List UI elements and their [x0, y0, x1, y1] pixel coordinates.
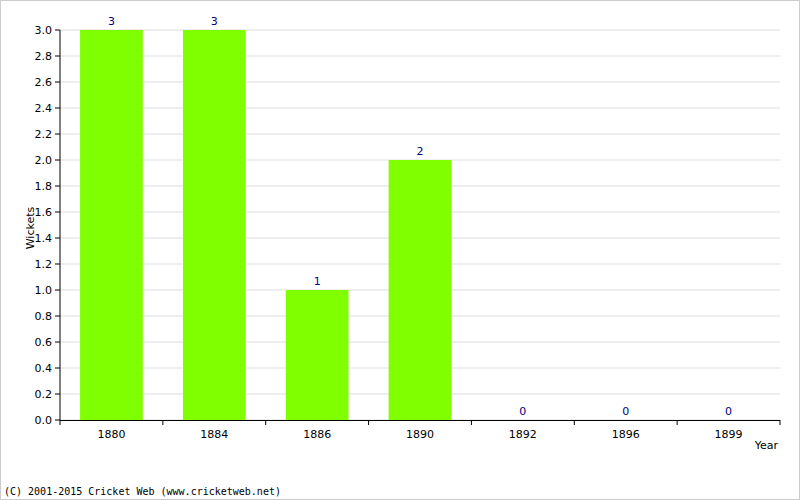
- background: [1, 1, 800, 500]
- x-tick: [471, 420, 472, 425]
- grid-line: [60, 134, 780, 135]
- data-label: 0: [622, 405, 629, 418]
- y-tick: [55, 342, 60, 343]
- x-tick-label: 1890: [406, 428, 434, 441]
- y-tick: [55, 316, 60, 317]
- data-label: 0: [725, 405, 732, 418]
- y-tick: [55, 30, 60, 31]
- y-tick-label: 2.4: [35, 102, 53, 115]
- y-tick: [55, 420, 60, 421]
- y-tick-label: 1.4: [35, 232, 53, 245]
- y-tick-label: 3.0: [35, 24, 53, 37]
- bars: [80, 30, 451, 420]
- y-tick-label: 2.0: [35, 154, 53, 167]
- grid-line: [60, 82, 780, 83]
- y-tick-label: 2.6: [35, 76, 53, 89]
- bar: [183, 30, 246, 420]
- data-label: 1: [314, 275, 321, 288]
- bar: [697, 420, 760, 421]
- x-tick-label: 1880: [97, 428, 125, 441]
- y-axis: [60, 30, 61, 420]
- y-tick: [55, 56, 60, 57]
- x-tick: [780, 420, 781, 425]
- x-tick-label: 1899: [715, 428, 743, 441]
- y-tick: [55, 108, 60, 109]
- x-tick: [677, 420, 678, 425]
- x-tick: [368, 420, 369, 425]
- y-tick-label: 0.4: [35, 362, 53, 375]
- y-tick: [55, 186, 60, 187]
- chart: 0.0 0.2 0.4 0.6 0.8 1.0 1.2 1.4 1.6 1.8 2.0 2.2 2.4 2…: [0, 0, 800, 500]
- y-tick: [55, 82, 60, 83]
- y-axis-label: Wickets: [24, 206, 37, 249]
- x-tick: [574, 420, 575, 425]
- y-tick-label: 1.6: [35, 206, 53, 219]
- y-tick-label: 0.6: [35, 336, 53, 349]
- copyright: (C) 2001-2015 Cricket Web (www.cricketwe…: [4, 486, 281, 497]
- y-tick-label: 0.2: [35, 388, 53, 401]
- x-tick: [60, 420, 61, 425]
- x-tick-label: 1884: [200, 428, 228, 441]
- data-label: 0: [519, 405, 526, 418]
- y-tick: [55, 264, 60, 265]
- grid-line: [60, 108, 780, 109]
- y-tick-label: 2.8: [35, 50, 53, 63]
- grid-line: [60, 56, 780, 57]
- x-tick: [265, 420, 266, 425]
- bar: [594, 420, 657, 421]
- data-label: 2: [417, 145, 424, 158]
- y-tick-label: 0.0: [35, 414, 53, 427]
- y-tick: [55, 394, 60, 395]
- y-tick-label: 1.0: [35, 284, 53, 297]
- grid-line: [60, 30, 780, 31]
- y-tick: [55, 212, 60, 213]
- y-tick: [55, 368, 60, 369]
- x-tick: [162, 420, 163, 425]
- bar: [80, 30, 143, 420]
- y-tick-label: 2.2: [35, 128, 53, 141]
- data-label: 3: [211, 15, 218, 28]
- y-tick-label: 0.8: [35, 310, 53, 323]
- y-tick-label: 1.2: [35, 258, 53, 271]
- y-tick: [55, 160, 60, 161]
- x-tick-label: 1886: [303, 428, 331, 441]
- x-axis-label: Year: [754, 439, 779, 452]
- bar: [389, 160, 452, 420]
- y-tick: [55, 134, 60, 135]
- y-tick-label: 1.8: [35, 180, 53, 193]
- data-label: 3: [108, 15, 115, 28]
- bar: [286, 290, 349, 420]
- x-tick-label: 1896: [612, 428, 640, 441]
- y-tick: [55, 238, 60, 239]
- y-tick: [55, 290, 60, 291]
- x-axis: [60, 420, 780, 421]
- bar: [491, 420, 554, 421]
- x-tick-label: 1892: [509, 428, 537, 441]
